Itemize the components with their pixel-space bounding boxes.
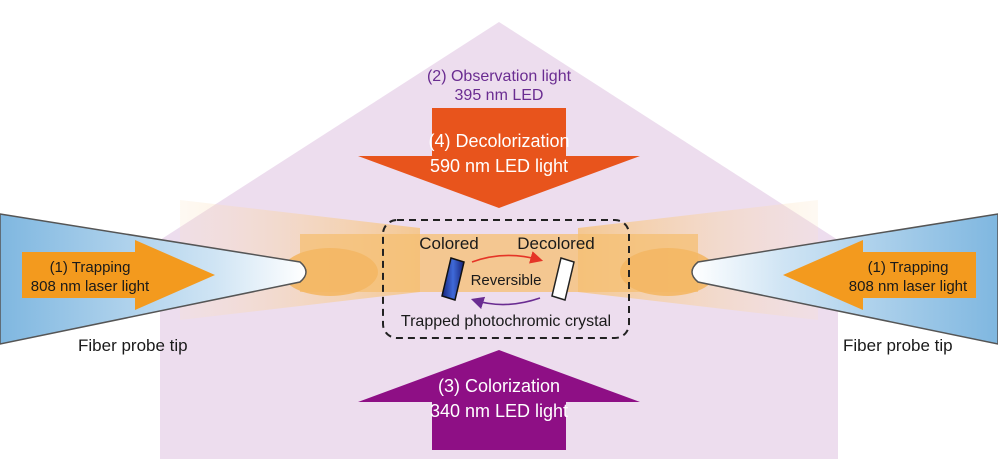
trapping-left-line2: 808 nm laser light	[31, 278, 150, 295]
decolorization-arrow	[358, 108, 640, 208]
focus-glow-right	[620, 248, 716, 296]
observation-label-line2: 395 nm LED	[455, 87, 544, 104]
trapping-left-line1: (1) Trapping	[50, 259, 131, 276]
decolorization-label-line1: (4) Decolorization	[428, 131, 569, 151]
trapping-arrow-left	[22, 240, 215, 310]
colorization-arrow	[358, 350, 640, 450]
colored-crystal-icon	[441, 257, 465, 301]
colorization-label-line1: (3) Colorization	[438, 376, 560, 396]
colored-label: Colored	[419, 234, 479, 253]
observation-label-line1: (2) Observation light	[427, 68, 572, 85]
fiber-label-right: Fiber probe tip	[843, 336, 953, 355]
trapping-arrow-right	[783, 240, 976, 310]
trapping-right-line2: 808 nm laser light	[849, 278, 968, 295]
color-direction-arrow	[470, 296, 541, 310]
decolored-crystal-icon	[551, 257, 575, 301]
colorization-label-line2: 340 nm LED light	[430, 401, 568, 421]
fiber-label-left: Fiber probe tip	[78, 336, 188, 355]
decolorization-label-line2: 590 nm LED light	[430, 156, 568, 176]
trapped-crystal-box	[382, 219, 630, 339]
crystal-caption: Trapped photochromic crystal	[401, 313, 611, 330]
trapping-right-line1: (1) Trapping	[868, 259, 949, 276]
decolor-direction-arrow	[471, 251, 544, 264]
reversible-label: Reversible	[471, 272, 542, 289]
focus-glow-left	[282, 248, 378, 296]
decolored-label: Decolored	[517, 234, 595, 253]
